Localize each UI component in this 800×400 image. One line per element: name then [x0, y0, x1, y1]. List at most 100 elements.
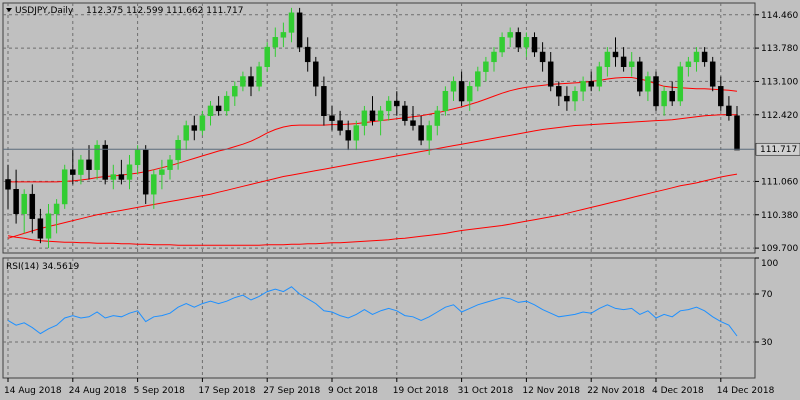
candle[interactable]	[142, 145, 149, 204]
candle[interactable]	[29, 184, 36, 234]
candle[interactable]	[669, 81, 675, 106]
candle[interactable]	[418, 115, 424, 146]
candle[interactable]	[515, 27, 522, 53]
candle[interactable]	[377, 105, 384, 136]
candle[interactable]	[612, 37, 619, 67]
candle[interactable]	[183, 120, 189, 151]
candle[interactable]	[304, 37, 311, 72]
candle-body	[45, 213, 52, 239]
candle[interactable]	[5, 164, 11, 209]
candle[interactable]	[86, 145, 92, 180]
time-axis[interactable]: 14 Aug 2018 24 Aug 2018 5 Sep 2018 17 Sep 2…	[4, 378, 775, 396]
candle[interactable]	[458, 71, 465, 106]
candle[interactable]	[685, 56, 692, 77]
candle[interactable]	[110, 164, 117, 190]
candle[interactable]	[288, 7, 295, 43]
triangle-down-icon[interactable]	[6, 8, 12, 12]
candle[interactable]	[475, 66, 481, 92]
candle[interactable]	[296, 7, 303, 53]
candle[interactable]	[394, 91, 400, 116]
candle[interactable]	[531, 32, 538, 57]
candle[interactable]	[191, 115, 198, 141]
candle[interactable]	[118, 159, 125, 185]
candle[interactable]	[207, 101, 214, 126]
candle[interactable]	[361, 105, 368, 136]
candle[interactable]	[175, 135, 181, 170]
candle[interactable]	[402, 101, 408, 126]
candle[interactable]	[580, 76, 586, 102]
candle[interactable]	[313, 56, 319, 97]
candle[interactable]	[588, 71, 594, 92]
candle[interactable]	[604, 47, 611, 77]
candle[interactable]	[450, 76, 457, 102]
candle[interactable]	[94, 140, 100, 180]
candle[interactable]	[21, 189, 27, 234]
candle[interactable]	[102, 140, 108, 185]
candle[interactable]	[321, 76, 327, 126]
candle[interactable]	[572, 86, 578, 111]
candle[interactable]	[232, 81, 238, 106]
candle[interactable]	[677, 61, 684, 106]
candle[interactable]	[353, 120, 360, 151]
candle[interactable]	[442, 86, 449, 116]
candle[interactable]	[345, 120, 351, 151]
candle[interactable]	[466, 81, 473, 111]
candle[interactable]	[369, 96, 376, 126]
candle[interactable]	[556, 81, 562, 106]
candle[interactable]	[726, 96, 732, 121]
candle[interactable]	[199, 110, 206, 136]
candle[interactable]	[523, 32, 530, 57]
rsi-grid	[3, 258, 755, 378]
candle[interactable]	[264, 42, 270, 72]
candle[interactable]	[223, 91, 230, 116]
rsi-panel[interactable]: RSI(14) 34.5619	[2, 257, 756, 379]
candle[interactable]	[53, 199, 60, 234]
candle[interactable]	[134, 145, 141, 175]
candle[interactable]	[483, 56, 489, 82]
candle[interactable]	[410, 105, 416, 131]
candle[interactable]	[151, 169, 157, 209]
candle[interactable]	[240, 71, 246, 92]
candle[interactable]	[126, 154, 133, 190]
candle[interactable]	[37, 208, 44, 244]
candle[interactable]	[159, 159, 165, 190]
candle[interactable]	[637, 56, 643, 97]
candle[interactable]	[701, 47, 708, 67]
candle[interactable]	[547, 52, 554, 92]
candle[interactable]	[434, 105, 441, 136]
candle[interactable]	[564, 86, 570, 111]
candle[interactable]	[61, 164, 68, 209]
candle[interactable]	[693, 47, 700, 72]
candle[interactable]	[45, 203, 52, 249]
candle[interactable]	[645, 71, 651, 102]
candle[interactable]	[13, 169, 19, 224]
candle[interactable]	[215, 96, 222, 116]
candle[interactable]	[329, 105, 335, 131]
candle[interactable]	[256, 61, 262, 92]
candle[interactable]	[499, 32, 505, 57]
price-panel[interactable]: USDJPY,Daily 112.375 112.599 111.662 111…	[2, 2, 756, 254]
candle[interactable]	[280, 22, 287, 48]
candle[interactable]	[70, 150, 76, 185]
candle[interactable]	[248, 66, 254, 97]
candle[interactable]	[661, 86, 667, 116]
candle[interactable]	[718, 76, 724, 111]
price-axis[interactable]: 114.460 113.780 113.100 112.420 111.060 110.3…	[755, 11, 798, 254]
candle[interactable]	[709, 56, 716, 92]
candle[interactable]	[653, 71, 659, 111]
candle[interactable]	[596, 61, 603, 92]
candle[interactable]	[507, 27, 513, 48]
rsi-axis[interactable]: 100 70 30	[755, 257, 778, 348]
candle[interactable]	[491, 47, 497, 72]
candle[interactable]	[620, 47, 627, 72]
candle[interactable]	[539, 42, 546, 72]
candle[interactable]	[734, 105, 740, 151]
candle[interactable]	[167, 154, 173, 180]
candle[interactable]	[628, 52, 635, 77]
candle-layer[interactable]	[5, 7, 740, 249]
candle[interactable]	[78, 154, 84, 185]
candle[interactable]	[272, 27, 279, 57]
candle[interactable]	[337, 110, 343, 136]
candle[interactable]	[385, 96, 392, 121]
